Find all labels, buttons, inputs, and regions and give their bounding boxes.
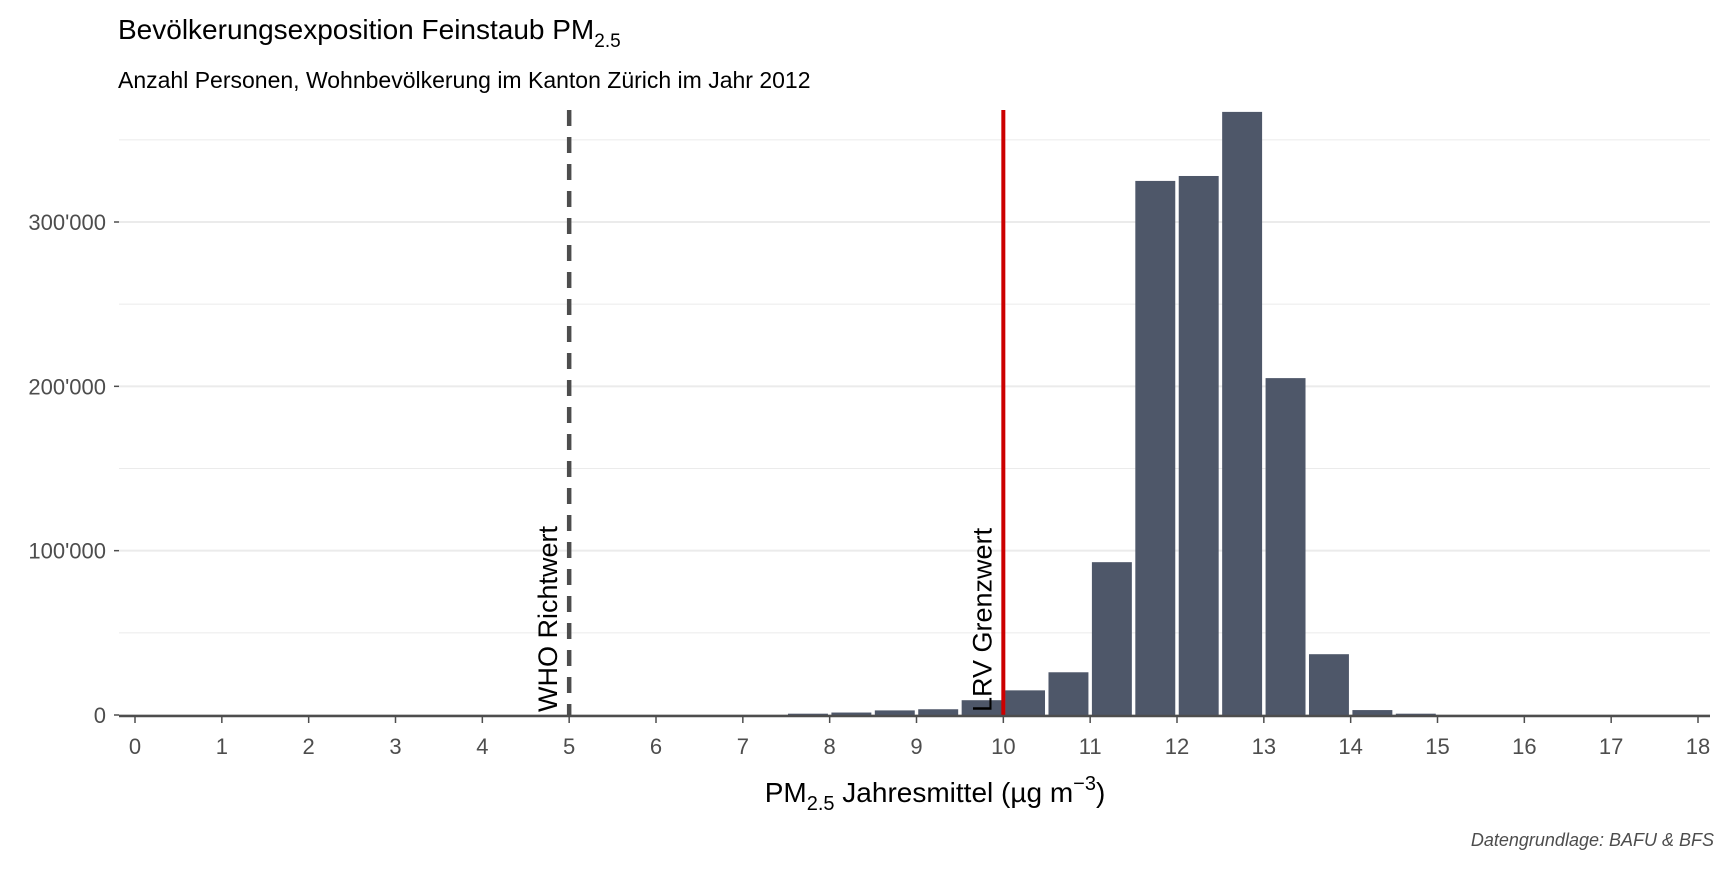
y-axis: 0 100'000 200'000 300'000 bbox=[28, 210, 119, 728]
x-tick-label: 5 bbox=[563, 734, 575, 759]
bar bbox=[1091, 562, 1132, 715]
reference-line-label: WHO Richtwert bbox=[533, 525, 563, 712]
x-tick-label: 12 bbox=[1165, 734, 1189, 759]
chart-title: Bevölkerungsexposition Feinstaub PM2.5 bbox=[118, 14, 621, 52]
chart-title-subscript: 2.5 bbox=[594, 31, 620, 52]
y-tick-label: 200'000 bbox=[28, 374, 106, 399]
x-tick-label: 16 bbox=[1512, 734, 1536, 759]
bars bbox=[787, 111, 1436, 715]
bar bbox=[874, 710, 915, 715]
y-tick-label: 300'000 bbox=[28, 210, 106, 235]
reference-line-label: LRV Grenzwert bbox=[967, 527, 997, 712]
bar bbox=[918, 709, 959, 715]
x-axis: 0 1 2 3 4 5 6 7 8 9 10 11 12 13 14 15 16 17 18 bbox=[119, 714, 1710, 759]
x-tick-label: 10 bbox=[991, 734, 1015, 759]
x-axis-label-superscript: −3 bbox=[1073, 773, 1096, 795]
reference-lines: WHO Richtwert LRV Grenzwert bbox=[533, 110, 1006, 716]
chart-subtitle: Anzahl Personen, Wohnbevölkerung im Kant… bbox=[118, 67, 811, 93]
bar bbox=[1222, 111, 1263, 715]
x-tick-label: 15 bbox=[1425, 734, 1449, 759]
y-tick-label: 0 bbox=[94, 703, 106, 728]
x-axis-label-post: ) bbox=[1096, 777, 1105, 808]
x-tick-label: 6 bbox=[650, 734, 662, 759]
bar bbox=[961, 700, 1002, 715]
bar bbox=[1395, 713, 1436, 715]
caption: Datengrundlage: BAFU & BFS bbox=[1471, 830, 1714, 850]
x-axis-label-main: Jahresmittel (µg m bbox=[835, 777, 1074, 808]
x-tick-label: 8 bbox=[824, 734, 836, 759]
bar bbox=[1135, 180, 1176, 715]
x-tick-label: 9 bbox=[910, 734, 922, 759]
x-axis-label-subscript: 2.5 bbox=[807, 793, 835, 815]
x-tick-label: 1 bbox=[216, 734, 228, 759]
x-axis-label-pre: PM bbox=[765, 777, 807, 808]
x-tick-label: 13 bbox=[1252, 734, 1276, 759]
x-tick-label: 0 bbox=[129, 734, 141, 759]
x-tick-label: 2 bbox=[303, 734, 315, 759]
x-tick-label: 18 bbox=[1686, 734, 1710, 759]
chart-title-main: Bevölkerungsexposition Feinstaub PM bbox=[118, 14, 594, 45]
bar bbox=[1048, 672, 1089, 715]
bar bbox=[1178, 175, 1219, 715]
x-tick-label: 11 bbox=[1079, 734, 1102, 759]
bar bbox=[831, 712, 872, 715]
x-tick-label: 17 bbox=[1599, 734, 1623, 759]
bar bbox=[1308, 654, 1349, 715]
x-axis-label: PM2.5 Jahresmittel (µg m−3) bbox=[765, 773, 1106, 815]
x-tick-label: 7 bbox=[737, 734, 749, 759]
x-tick-label: 14 bbox=[1338, 734, 1362, 759]
grid-minor bbox=[119, 139, 1710, 634]
x-tick-label: 4 bbox=[476, 734, 488, 759]
bar bbox=[1005, 690, 1046, 715]
bar bbox=[1265, 378, 1306, 715]
bar bbox=[1352, 710, 1393, 715]
bar bbox=[787, 713, 828, 715]
y-tick-label: 100'000 bbox=[28, 539, 106, 564]
x-tick-label: 3 bbox=[389, 734, 401, 759]
